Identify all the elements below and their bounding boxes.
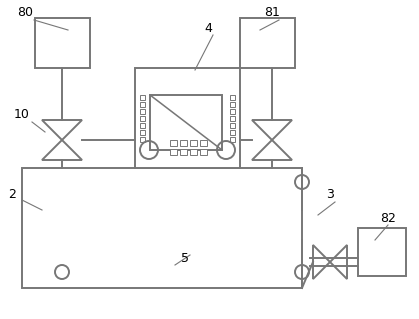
- Bar: [190, 149, 197, 155]
- Bar: [230, 137, 235, 142]
- Bar: [190, 140, 197, 146]
- Bar: [230, 123, 235, 128]
- Bar: [35, 18, 90, 68]
- Text: 10: 10: [14, 108, 30, 122]
- Bar: [135, 68, 240, 168]
- Bar: [230, 102, 235, 107]
- Bar: [358, 228, 406, 276]
- Bar: [140, 137, 145, 142]
- Text: 82: 82: [380, 211, 396, 225]
- Bar: [230, 109, 235, 114]
- Bar: [140, 123, 145, 128]
- Bar: [140, 116, 145, 121]
- Text: 3: 3: [326, 189, 334, 202]
- Text: 4: 4: [204, 21, 212, 34]
- Bar: [230, 130, 235, 135]
- Bar: [200, 149, 207, 155]
- Bar: [230, 116, 235, 121]
- Bar: [180, 140, 187, 146]
- Text: 5: 5: [181, 251, 189, 264]
- Bar: [180, 149, 187, 155]
- Text: 81: 81: [264, 5, 280, 19]
- Bar: [22, 168, 302, 288]
- Bar: [140, 102, 145, 107]
- Bar: [200, 140, 207, 146]
- Bar: [140, 109, 145, 114]
- Bar: [170, 140, 177, 146]
- Text: 80: 80: [17, 5, 33, 19]
- Bar: [150, 95, 222, 150]
- Bar: [140, 95, 145, 100]
- Bar: [230, 95, 235, 100]
- Text: 2: 2: [8, 189, 16, 202]
- Bar: [170, 149, 177, 155]
- Bar: [240, 18, 295, 68]
- Bar: [140, 130, 145, 135]
